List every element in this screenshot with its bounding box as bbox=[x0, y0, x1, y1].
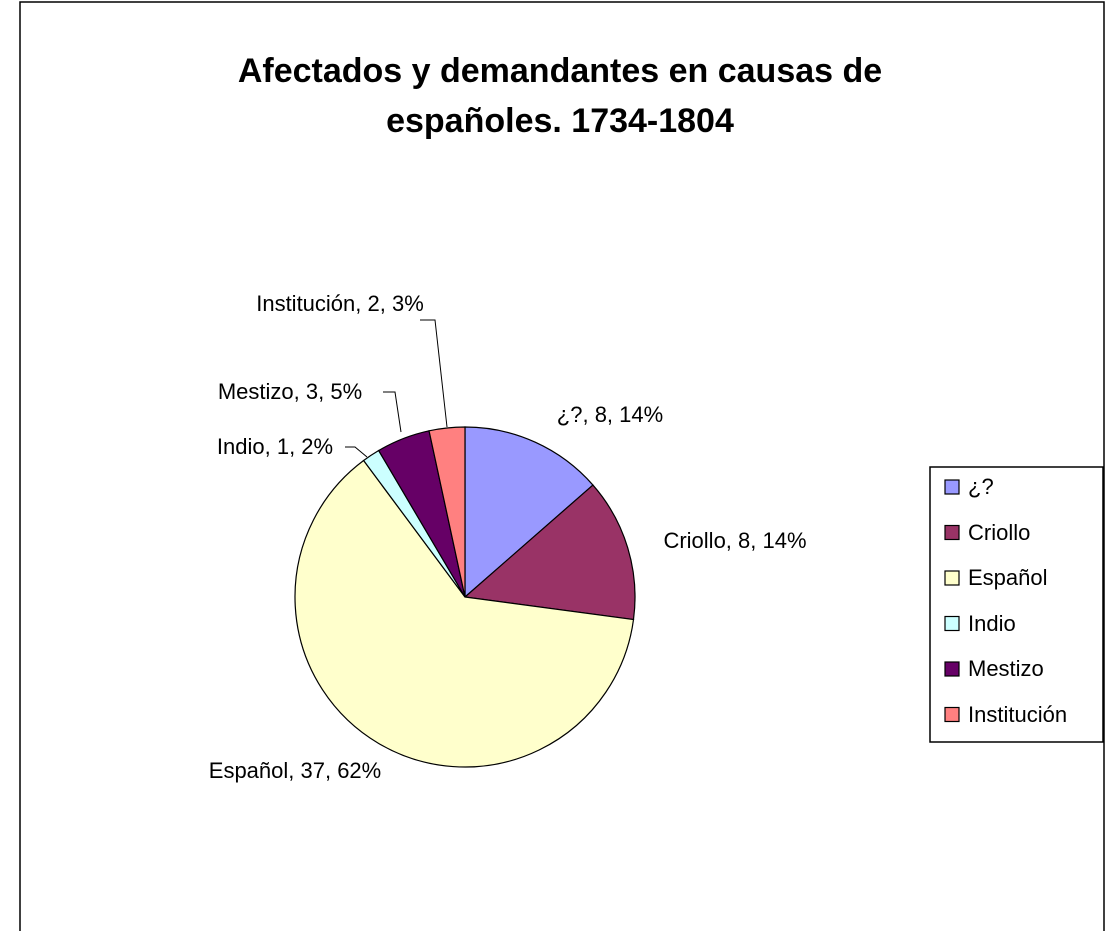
leader-line bbox=[345, 446, 368, 458]
legend-label: Español bbox=[968, 565, 1048, 590]
data-label: Criollo, 8, 14% bbox=[663, 528, 807, 553]
data-label: Institución, 2, 3% bbox=[256, 291, 424, 316]
chart-border bbox=[19, 1, 1105, 931]
legend-label: Mestizo bbox=[968, 656, 1044, 681]
legend-label: Indio bbox=[968, 610, 1016, 636]
legend-swatch bbox=[944, 524, 960, 541]
legend-swatch bbox=[944, 479, 960, 495]
legend-label: ¿? bbox=[968, 474, 994, 499]
legend-swatch bbox=[944, 661, 960, 677]
legend-box bbox=[929, 466, 1104, 743]
leader-line bbox=[383, 391, 402, 433]
legend-swatch bbox=[944, 615, 960, 632]
legend-label: Criollo bbox=[968, 519, 1031, 545]
pie-slice bbox=[464, 426, 594, 599]
data-label: Indio, 1, 2% bbox=[216, 434, 334, 459]
legend-swatch bbox=[944, 570, 960, 586]
data-label: Español, 37, 62% bbox=[208, 758, 382, 783]
data-label: Mestizo, 3, 5% bbox=[217, 379, 363, 404]
leader-line bbox=[420, 319, 448, 428]
legend-label: Institución bbox=[968, 701, 1068, 727]
data-label: ¿?, 8, 14% bbox=[556, 402, 664, 427]
legend-swatch bbox=[944, 706, 960, 723]
pie-slice bbox=[428, 426, 466, 598]
pie-slice bbox=[463, 484, 636, 621]
pie-slice bbox=[294, 459, 635, 768]
chart-title: Afectados y demandantes en causas de esp… bbox=[237, 52, 883, 140]
